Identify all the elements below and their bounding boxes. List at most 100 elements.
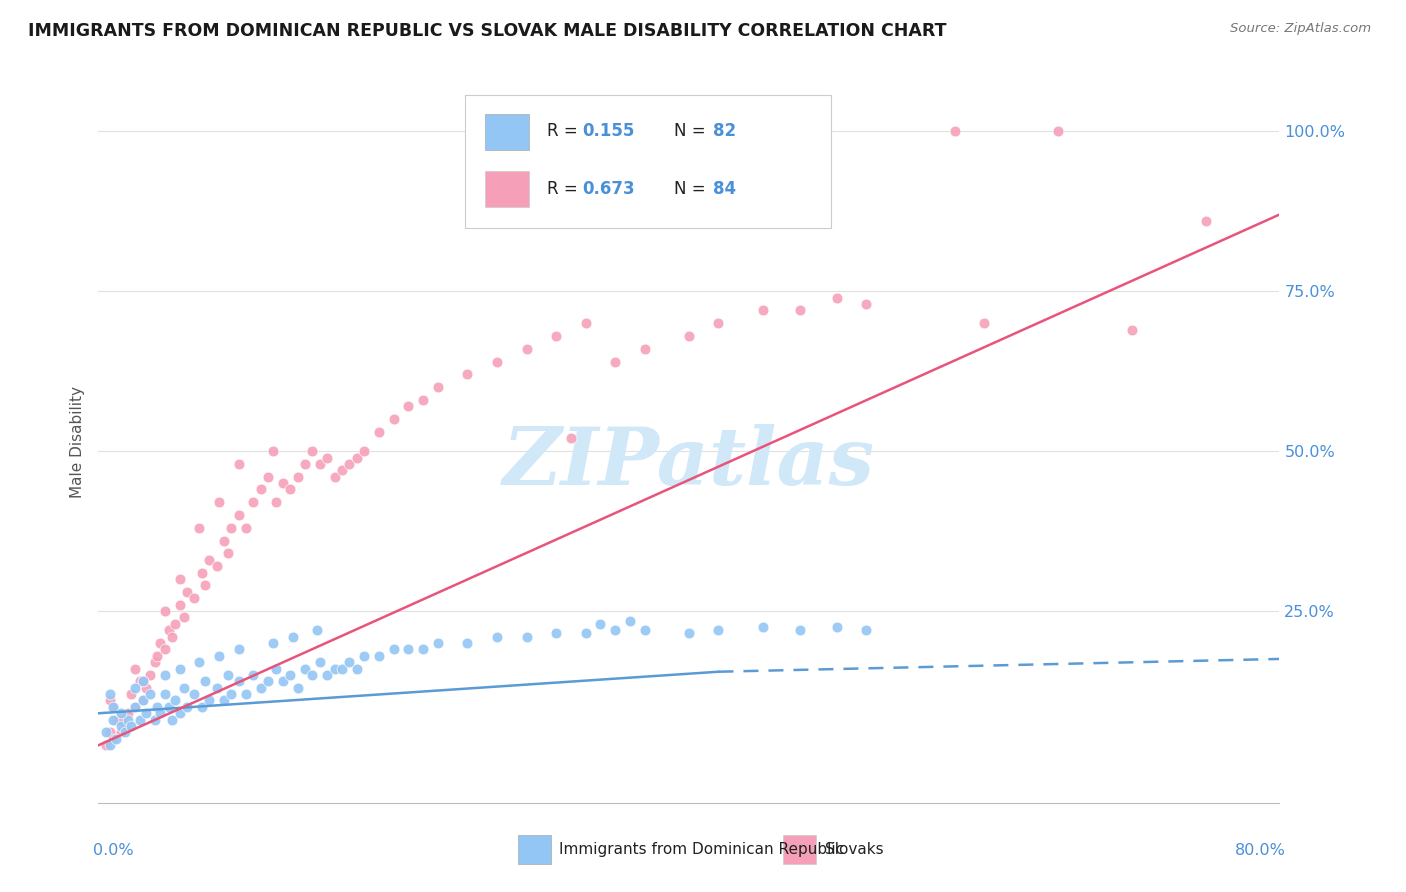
Point (309, 457, 332, 471)
Point (132, 693, 155, 707)
Point (382, 642, 405, 657)
Point (264, 495, 287, 509)
Point (103, 699, 125, 714)
Point (110, 719, 132, 733)
Text: R =: R = (547, 179, 583, 198)
Point (973, 316, 995, 330)
Point (262, 636, 284, 650)
FancyBboxPatch shape (464, 95, 831, 228)
Point (605, 354, 627, 368)
Point (575, 316, 598, 330)
Point (789, 623, 811, 637)
Point (316, 668, 339, 682)
Text: Slovaks: Slovaks (825, 842, 883, 857)
Point (124, 661, 146, 675)
Point (110, 725, 132, 739)
Point (187, 521, 209, 535)
Point (94, 725, 117, 739)
Point (323, 661, 346, 675)
Point (330, 661, 353, 675)
Point (120, 719, 142, 733)
Point (117, 706, 139, 721)
Point (398, 400, 420, 414)
Point (257, 674, 280, 689)
Point (173, 610, 195, 624)
Point (752, 303, 775, 318)
Point (855, 297, 877, 311)
Point (169, 572, 191, 586)
Point (707, 623, 730, 637)
Point (789, 303, 811, 318)
Point (323, 469, 346, 483)
Point (221, 521, 243, 535)
Point (353, 648, 375, 663)
Point (228, 508, 250, 522)
Point (346, 450, 368, 465)
Point (294, 661, 316, 675)
Point (634, 623, 657, 637)
Point (98, 725, 121, 739)
Point (187, 655, 209, 669)
Point (330, 463, 353, 477)
Point (280, 483, 302, 497)
Bar (783, 835, 817, 864)
Point (143, 713, 166, 727)
Point (264, 661, 287, 675)
Y-axis label: Male Disability: Male Disability (70, 385, 86, 498)
Text: 84: 84 (713, 179, 735, 198)
Point (110, 706, 132, 721)
Point (516, 630, 538, 644)
Point (153, 642, 176, 657)
Point (153, 687, 176, 701)
Point (183, 591, 205, 606)
Point (242, 668, 264, 682)
Point (457, 368, 479, 382)
Point (825, 291, 848, 305)
Point (825, 620, 848, 634)
Point (98, 687, 121, 701)
Point (427, 380, 450, 394)
Point (139, 668, 162, 682)
Point (98, 693, 121, 707)
Point (339, 457, 361, 471)
Point (486, 630, 509, 644)
Point (678, 329, 700, 343)
Point (162, 630, 183, 644)
Point (103, 731, 125, 746)
Point (943, 124, 966, 138)
Point (162, 713, 183, 727)
Point (124, 699, 146, 714)
Point (124, 681, 146, 695)
Point (516, 342, 538, 356)
Point (194, 578, 217, 592)
Point (132, 674, 155, 689)
Point (250, 681, 273, 695)
Point (634, 342, 657, 356)
Point (339, 655, 361, 669)
Point (149, 636, 172, 650)
Point (855, 623, 877, 637)
Point (353, 444, 375, 458)
Point (262, 444, 284, 458)
Point (346, 661, 368, 675)
Point (169, 661, 191, 675)
Point (105, 713, 128, 727)
Point (135, 681, 157, 695)
Point (143, 655, 166, 669)
Point (128, 674, 150, 689)
Text: 0.673: 0.673 (582, 179, 636, 198)
Point (173, 681, 195, 695)
Point (212, 693, 235, 707)
Text: Immigrants from Dominican Republic: Immigrants from Dominican Republic (560, 842, 844, 857)
Point (235, 521, 257, 535)
Point (194, 674, 217, 689)
Point (98, 738, 121, 752)
Point (221, 687, 243, 701)
Point (560, 431, 582, 445)
Point (228, 642, 250, 657)
Point (217, 546, 239, 560)
Point (235, 687, 257, 701)
Text: Source: ZipAtlas.com: Source: ZipAtlas.com (1230, 22, 1371, 36)
Text: 82: 82 (713, 122, 735, 140)
Text: ZIPatlas: ZIPatlas (503, 425, 875, 502)
